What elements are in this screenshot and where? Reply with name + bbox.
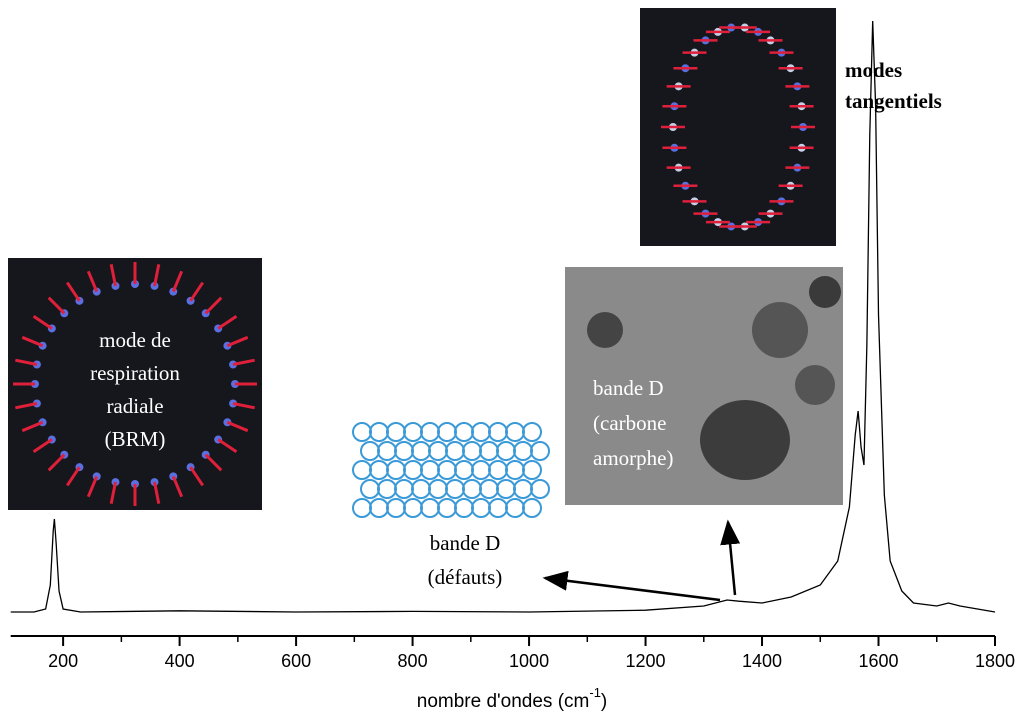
lattice	[530, 441, 550, 461]
annotation: radiale	[106, 394, 163, 418]
x-axis-label-sup: -1	[589, 685, 601, 700]
vector	[171, 475, 184, 498]
annotation: (carbone	[593, 411, 666, 435]
vector	[32, 438, 53, 454]
insets	[8, 8, 843, 602]
annotation: (défauts)	[428, 565, 503, 589]
nanotube-image	[352, 422, 545, 518]
x-tick-label: 600	[281, 651, 311, 671]
tem-blob	[587, 312, 623, 348]
x-axis-label: nombre d'ondes (cm-1)	[417, 685, 608, 712]
vector	[204, 453, 223, 472]
vector	[15, 358, 38, 366]
vector	[232, 402, 255, 410]
vector	[86, 475, 99, 498]
vector	[65, 466, 81, 487]
tem-blob	[752, 302, 808, 358]
vector	[47, 453, 66, 472]
vector	[32, 314, 53, 330]
vector	[109, 264, 117, 287]
annotation: modes	[845, 58, 902, 82]
vector	[153, 481, 161, 504]
tem-blob	[700, 400, 790, 480]
tem-blob	[795, 365, 835, 405]
lattice	[522, 498, 542, 518]
arrow	[542, 570, 721, 602]
x-axis-label-part: )	[601, 691, 607, 712]
x-tick-label: 200	[48, 651, 78, 671]
vector	[204, 296, 223, 315]
vector	[232, 358, 255, 366]
vector	[21, 420, 44, 433]
lattice	[530, 479, 550, 499]
vector	[217, 314, 238, 330]
vector	[153, 264, 161, 287]
annotation: respiration	[90, 361, 180, 385]
vector	[21, 335, 44, 348]
vector	[86, 270, 99, 293]
vector	[171, 270, 184, 293]
vector	[15, 402, 38, 410]
vector	[226, 420, 249, 433]
x-axis-label-part: nombre d'ondes (cm	[417, 691, 590, 712]
x-tick-label: 1400	[742, 651, 782, 671]
vector	[226, 335, 249, 348]
vector	[47, 296, 66, 315]
spectrum	[10, 20, 996, 613]
vector	[109, 481, 117, 504]
annotation: bande D	[593, 376, 664, 400]
vector	[189, 281, 205, 302]
annotation: mode de	[99, 328, 171, 352]
x-tick-label: 800	[398, 651, 428, 671]
x-tick-label: 1800	[975, 651, 1015, 671]
annotation: bande D	[430, 531, 501, 555]
vector	[217, 438, 238, 454]
x-tick-label: 1000	[509, 651, 549, 671]
annotation: tangentiels	[845, 89, 942, 113]
x-tick-label: 1600	[858, 651, 898, 671]
lattice	[522, 460, 542, 480]
tem-blob	[809, 276, 841, 308]
annotation: amorphe)	[593, 446, 673, 470]
vector	[189, 466, 205, 487]
x-tick-label: 1200	[626, 651, 666, 671]
annotation: (BRM)	[105, 427, 166, 451]
arrow	[720, 519, 741, 596]
vector	[65, 281, 81, 302]
x-tick-label: 400	[165, 651, 195, 671]
lattice	[522, 422, 542, 442]
